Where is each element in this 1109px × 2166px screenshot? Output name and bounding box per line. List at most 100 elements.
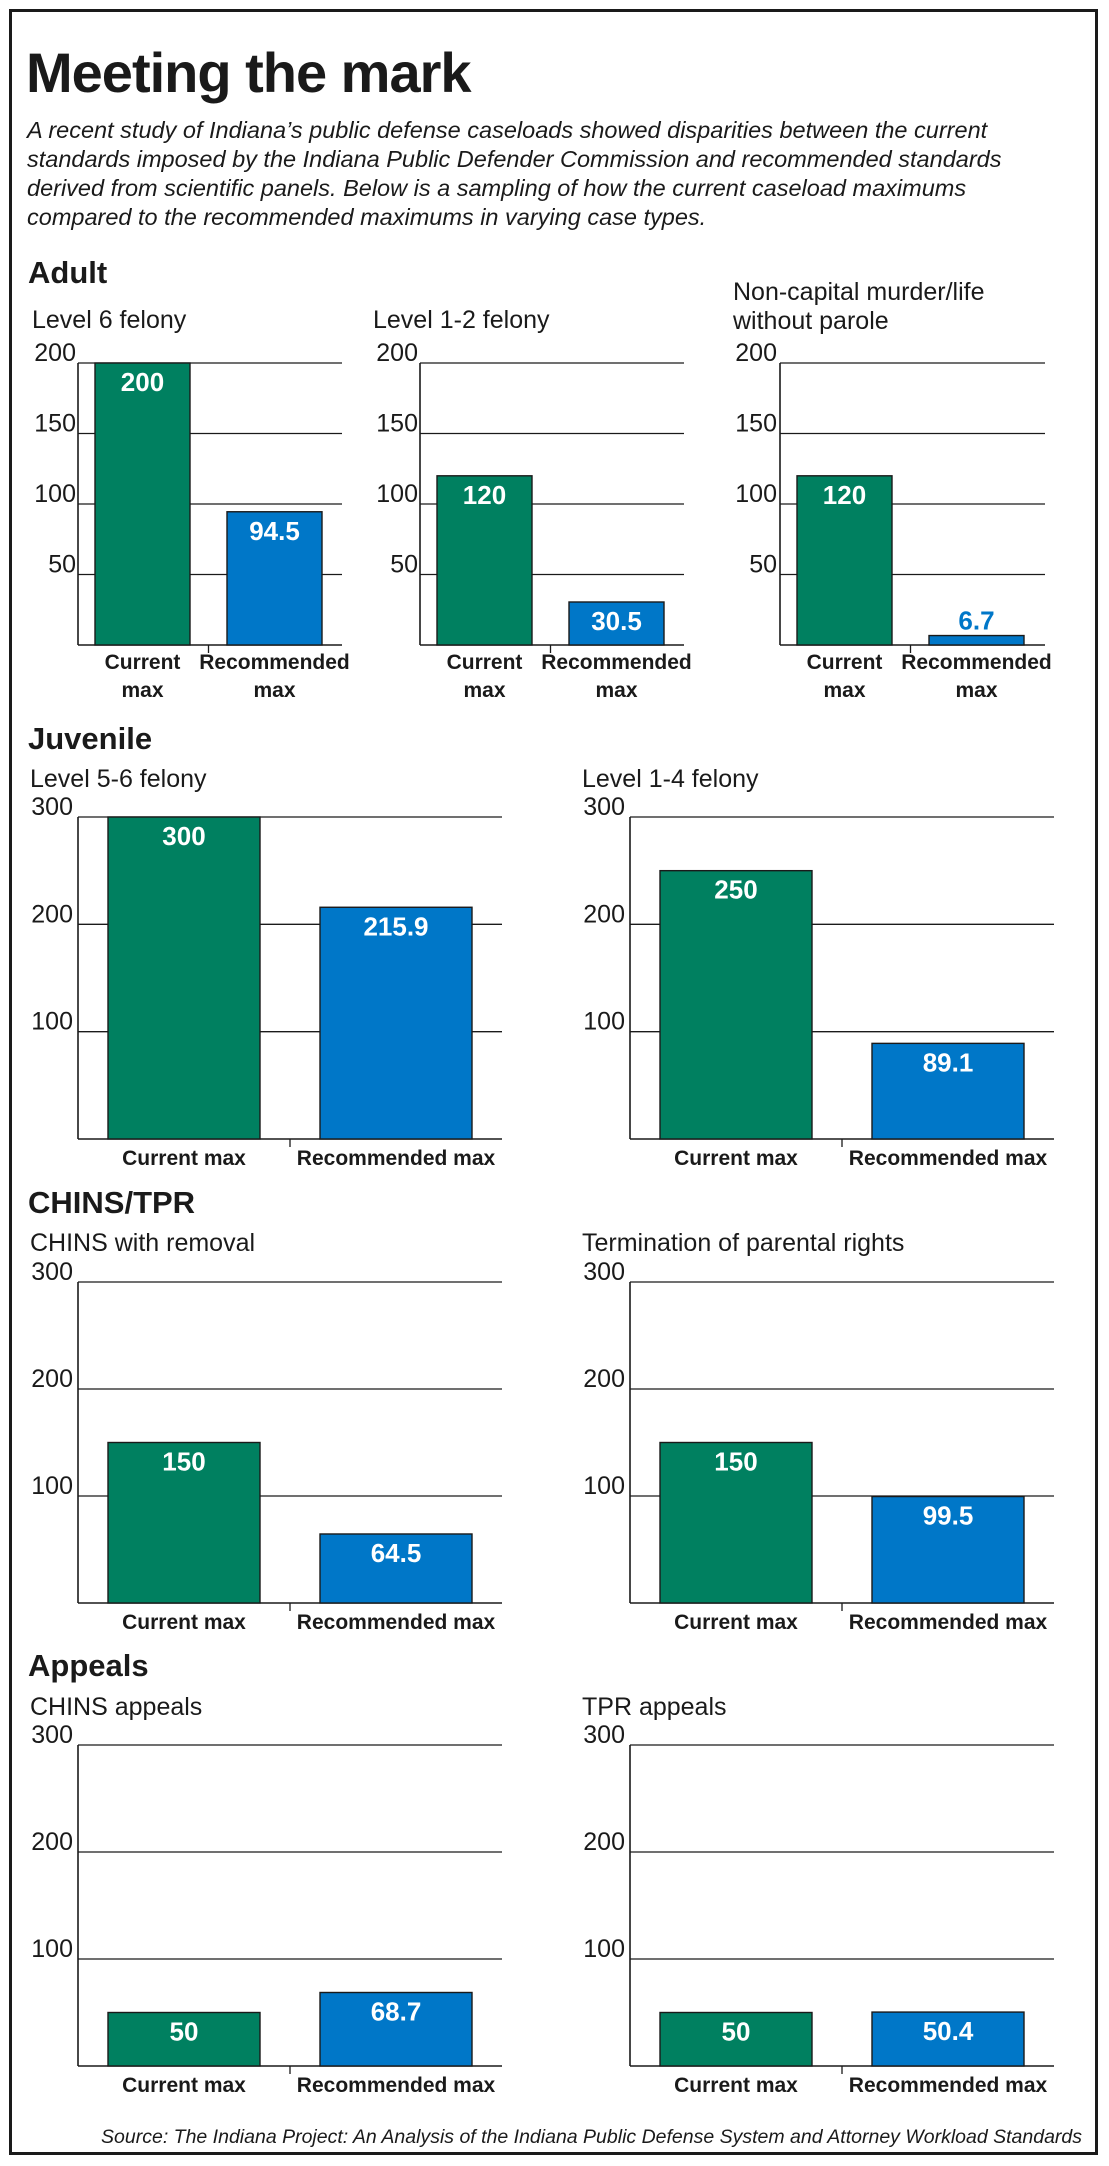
bar-value-label: 64.5 [371, 1538, 422, 1568]
section-title-juvenile: Juvenile [28, 721, 152, 756]
y-tick-label: 300 [31, 1258, 73, 1286]
bar-chart-2: Level 1-2 felony 50 100 150 200 120 Current max… [373, 306, 692, 702]
bar-value-label: 215.9 [363, 911, 428, 941]
bar-current-max [107, 1441, 261, 1604]
bar-chart-1: Level 6 felony 50 100 150 200 200 Current max 94… [32, 306, 350, 702]
x-category-label: Recommended max [849, 1611, 1048, 1634]
y-tick-label: 150 [376, 410, 418, 438]
x-category-label: Current max [122, 1147, 246, 1170]
bar-chart-7: Termination of parental rights 100 200 300 1… [582, 1229, 1054, 1634]
y-tick-label: 200 [34, 339, 76, 367]
bar-value-label: 150 [162, 1447, 205, 1477]
x-category-label: max [955, 679, 997, 702]
bar-value-label: 89.1 [923, 1047, 974, 1077]
bar-recommended-max [319, 1991, 473, 2067]
bar-chart-5: Level 1-4 felony 100 200 300 250 Current max 8… [582, 765, 1054, 1170]
y-tick-label: 200 [31, 1365, 73, 1393]
x-category-label: Current max [122, 2074, 246, 2097]
chart-title: Level 5-6 felony [30, 765, 207, 793]
bar-chart-8: CHINS appeals 100 200 300 50 Current max 68.7 R… [30, 1693, 502, 2097]
intro-line-4: compared to the recommended maximums in … [27, 204, 706, 230]
section-title-adult: Adult [28, 255, 107, 290]
bar-chart-4: Level 5-6 felony 100 200 300 300 Current max 2… [30, 765, 502, 1170]
y-tick-label: 150 [34, 410, 76, 438]
bar-value-label: 94.5 [249, 516, 300, 546]
y-tick-label: 200 [583, 1365, 625, 1393]
page-title: Meeting the mark [26, 41, 472, 104]
bar-current-max [436, 475, 533, 646]
y-tick-label: 100 [34, 480, 76, 508]
charts-group: Level 6 felony 50 100 150 200 200 Current max 94… [30, 278, 1054, 2097]
y-tick-label: 100 [31, 1472, 73, 1500]
bar-recommended-max [871, 1495, 1025, 1604]
chart-title: without parole [732, 307, 889, 335]
chart-title: Level 1-4 felony [582, 765, 759, 793]
bar-recommended-max [871, 2011, 1025, 2067]
chart-title: CHINS appeals [30, 1693, 202, 1721]
source-note: Source: The Indiana Project: An Analysis… [101, 2126, 1082, 2148]
x-category-label: Recommended [199, 651, 350, 674]
chart-title: Level 6 felony [32, 306, 187, 334]
bar-recommended-max [226, 511, 323, 646]
bar-value-label: 50 [170, 2017, 199, 2047]
bar-value-label: 68.7 [371, 1996, 422, 2026]
bar-current-max [107, 2011, 261, 2067]
y-tick-label: 50 [390, 551, 418, 579]
x-category-label: Recommended max [297, 1147, 496, 1170]
x-category-label: Recommended max [297, 2074, 496, 2097]
bar-value-label: 6.7 [958, 606, 994, 636]
intro-line-2: standards imposed by the Indiana Public … [27, 146, 1002, 172]
x-category-label: Current max [674, 1611, 798, 1634]
bar-current-max [107, 816, 261, 1140]
x-category-label: max [253, 679, 295, 702]
y-tick-label: 200 [583, 900, 625, 928]
bar-recommended-max [319, 906, 473, 1140]
chart-title: TPR appeals [582, 1693, 727, 1721]
y-tick-label: 200 [31, 1828, 73, 1856]
bar-current-max [659, 869, 813, 1140]
x-category-label: Recommended [901, 651, 1052, 674]
bar-value-label: 120 [823, 480, 866, 510]
x-category-label: Recommended max [849, 2074, 1048, 2097]
y-tick-label: 200 [31, 900, 73, 928]
bar-recommended-max [568, 601, 665, 646]
y-tick-label: 300 [583, 793, 625, 821]
x-category-label: Current [105, 651, 181, 674]
bar-value-label: 120 [463, 480, 506, 510]
x-category-label: Current max [674, 2074, 798, 2097]
y-tick-label: 100 [583, 1472, 625, 1500]
intro-line-3: derived from scientific panels. Below is… [27, 175, 966, 201]
x-category-label: Recommended max [297, 1611, 496, 1634]
bar-recommended-max [319, 1533, 473, 1604]
x-category-label: max [823, 679, 865, 702]
y-tick-label: 100 [735, 480, 777, 508]
bar-recommended-max [871, 1042, 1025, 1140]
x-category-label: Current [447, 651, 523, 674]
bar-value-label: 150 [714, 1447, 757, 1477]
bar-current-max [659, 1441, 813, 1604]
y-tick-label: 100 [583, 1008, 625, 1036]
bar-value-label: 50 [722, 2017, 751, 2047]
bar-current-max [659, 2011, 813, 2067]
x-category-label: Current max [122, 1611, 246, 1634]
y-tick-label: 50 [749, 551, 777, 579]
y-tick-label: 300 [31, 793, 73, 821]
x-category-label: Current [807, 651, 883, 674]
bar-value-label: 250 [714, 875, 757, 905]
bar-current-max [94, 362, 191, 646]
y-tick-label: 150 [735, 410, 777, 438]
x-category-label: Current max [674, 1147, 798, 1170]
chart-title: Level 1-2 felony [373, 306, 550, 334]
y-tick-label: 100 [31, 1008, 73, 1036]
section-title-chins-tpr: CHINS/TPR [28, 1185, 195, 1220]
chart-title: Termination of parental rights [582, 1229, 904, 1257]
y-tick-label: 100 [31, 1935, 73, 1963]
bar-value-label: 99.5 [923, 1501, 974, 1531]
y-tick-label: 200 [376, 339, 418, 367]
bar-chart-9: TPR appeals 100 200 300 50 Current max 50.4 Rec… [582, 1693, 1054, 2097]
chart-title: CHINS with removal [30, 1229, 255, 1257]
section-title-appeals: Appeals [28, 1648, 149, 1683]
y-tick-label: 50 [48, 551, 76, 579]
